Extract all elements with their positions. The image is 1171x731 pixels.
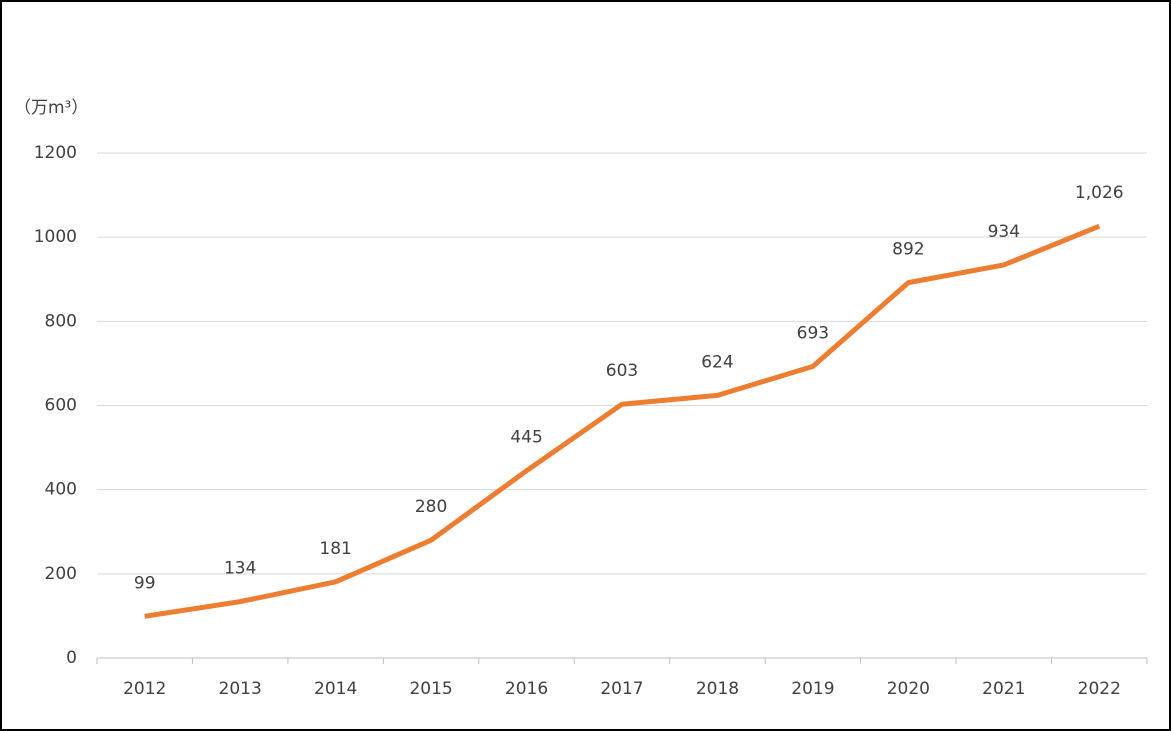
x-tick-label: 2015 [409,679,452,699]
data-label: 280 [415,497,447,517]
data-label: 134 [224,559,256,579]
x-tick-label: 2016 [505,679,548,699]
data-label: 99 [134,573,156,593]
data-label: 934 [988,222,1020,242]
data-label: 624 [701,352,733,372]
data-label: 181 [319,539,351,559]
x-tick-label: 2012 [123,679,166,699]
y-tick-label: 1000 [34,227,77,247]
y-tick-label: 800 [45,311,77,331]
x-tick-label: 2014 [314,679,357,699]
x-tick-label: 2018 [696,679,739,699]
x-tick-label: 2021 [982,679,1025,699]
y-tick-label: 600 [45,396,77,416]
line-series [144,223,1101,619]
data-label: 1,026 [1075,183,1124,203]
x-tick-label: 2017 [600,679,643,699]
y-tick-label: 1200 [34,143,77,163]
y-axis-label: （万m³） [14,98,88,118]
data-label: 693 [797,323,829,343]
x-tick-label: 2022 [1078,679,1121,699]
data-label: 603 [606,361,638,381]
data-label: 892 [892,240,924,260]
y-tick-label: 0 [66,648,77,668]
x-tick-label: 2013 [219,679,262,699]
x-tick-label: 2020 [887,679,930,699]
y-tick-label: 400 [45,480,77,500]
data-label: 445 [510,428,542,448]
x-tick-label: 2019 [791,679,834,699]
y-tick-label: 200 [45,564,77,584]
